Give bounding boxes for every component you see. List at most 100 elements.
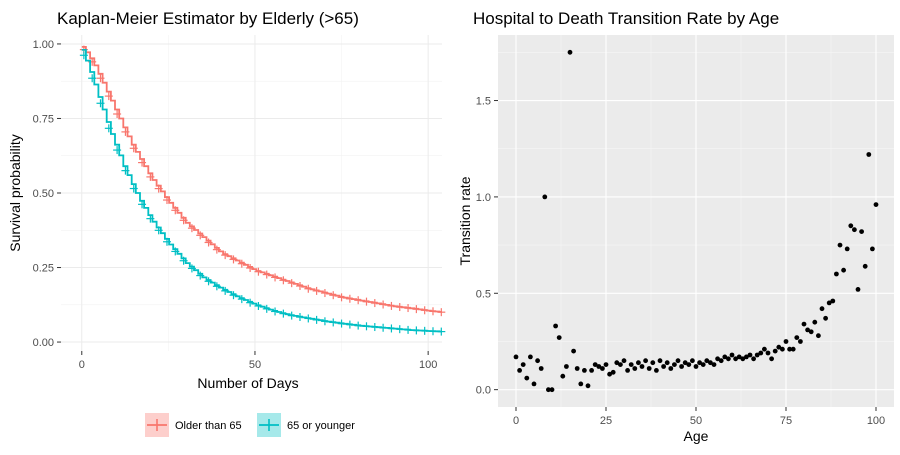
km-legend-label: Older than 65 — [175, 420, 242, 432]
rate-point — [560, 373, 566, 379]
rate-point — [564, 364, 569, 369]
rate-point — [567, 49, 573, 55]
rate-point — [855, 287, 861, 292]
km-series-group — [79, 45, 446, 336]
rate-point — [733, 356, 738, 362]
rate-point — [618, 362, 623, 367]
rate-point — [794, 335, 800, 340]
rate-point — [571, 348, 576, 354]
rate-point — [747, 352, 753, 358]
rate-point — [542, 194, 548, 200]
rate-point — [736, 354, 742, 360]
rate-chart-title: Hospital to Death Transition Rate by Age — [473, 9, 779, 28]
rate-x-tick-label: 0 — [513, 415, 519, 427]
rate-point — [708, 360, 713, 366]
rate-point — [744, 354, 749, 360]
rate-x-tick-label: 100 — [867, 415, 885, 427]
rate-point — [549, 387, 555, 393]
km-x-axis: 0 50 100 — [79, 351, 437, 371]
rate-point — [823, 315, 828, 321]
rate-x-tick-label: 75 — [780, 415, 792, 427]
km-x-axis-label: Number of Days — [197, 375, 298, 391]
rate-x-tick-label: 25 — [600, 415, 612, 427]
rate-point — [834, 271, 839, 277]
rate-point — [801, 321, 807, 327]
rate-point — [675, 358, 681, 364]
rate-point — [628, 362, 634, 367]
rate-point — [636, 360, 641, 366]
km-y-tick-label: 1.00 — [33, 39, 54, 51]
rate-point — [769, 356, 774, 362]
rate-point — [762, 346, 767, 352]
rate-point — [862, 263, 868, 269]
km-y-tick-label: 0.75 — [33, 113, 54, 125]
rate-point — [607, 371, 612, 377]
km-legend-label: 65 or younger — [287, 420, 355, 432]
rate-point — [870, 246, 875, 252]
rate-point — [697, 360, 702, 366]
rate-point — [672, 362, 677, 367]
km-chart-title: Kaplan-Meier Estimator by Elderly (>65) — [57, 9, 359, 28]
rate-point — [574, 366, 580, 371]
rate-point — [625, 368, 630, 373]
rate-point — [614, 360, 620, 366]
rate-point — [657, 358, 663, 364]
rate-point — [826, 300, 832, 306]
rate-point — [603, 362, 609, 367]
rate-point — [830, 298, 836, 304]
rate-point — [758, 350, 764, 356]
rate-chart: Hospital to Death Transition Rate by Age… — [457, 9, 894, 444]
km-y-tick-label: 0.50 — [33, 188, 54, 200]
rate-point — [639, 364, 645, 369]
rate-point — [610, 369, 616, 375]
rate-point — [754, 352, 760, 358]
rate-point — [553, 323, 558, 329]
rate-point — [596, 364, 602, 369]
rate-points — [513, 49, 879, 393]
rate-point — [585, 383, 591, 389]
rate-point — [837, 242, 843, 248]
km-series-65-or-younger — [79, 49, 446, 336]
rate-x-axis-label: Age — [684, 428, 709, 444]
rate-point — [632, 366, 638, 371]
rate-point — [668, 366, 674, 371]
rate-x-axis: 0 25 50 75 100 — [513, 407, 885, 427]
rate-point — [859, 229, 864, 235]
km-x-tick-label: 100 — [419, 359, 437, 371]
rate-point — [848, 223, 854, 229]
rate-point — [873, 202, 879, 208]
rate-point — [535, 358, 540, 364]
rate-point — [531, 381, 537, 387]
rate-point — [592, 362, 598, 367]
rate-point — [686, 362, 692, 367]
km-x-tick-label: 50 — [249, 359, 261, 371]
rate-point — [524, 375, 530, 381]
rate-point — [729, 352, 735, 358]
km-gridlines — [61, 35, 442, 351]
km-y-tick-label: 0.25 — [33, 263, 54, 275]
km-y-tick-label: 0.00 — [33, 337, 54, 349]
rate-point — [513, 354, 519, 360]
rate-point — [654, 368, 659, 373]
rate-x-tick-label: 50 — [690, 415, 702, 427]
rate-point — [517, 368, 522, 373]
km-legend-item: 65 or younger — [257, 413, 355, 437]
rate-point — [765, 350, 771, 356]
rate-y-tick-label: 0.0 — [476, 385, 491, 397]
rate-point — [805, 327, 810, 333]
rate-y-tick-label: 1.0 — [476, 192, 491, 204]
rate-point — [646, 366, 652, 371]
km-y-axis-label: Survival probability — [7, 134, 23, 252]
rate-point — [682, 360, 688, 366]
rate-point — [704, 358, 710, 364]
rate-point — [538, 366, 544, 371]
rate-point — [776, 344, 782, 350]
km-x-tick-label: 0 — [79, 359, 85, 371]
km-y-axis: 0.00 0.25 0.50 0.75 1.00 — [33, 39, 61, 349]
rate-point — [841, 267, 846, 273]
rate-point — [578, 381, 584, 387]
km-legend: Older than 65 65 or younger — [145, 413, 355, 437]
rate-point — [650, 360, 656, 366]
rate-point — [780, 346, 785, 352]
